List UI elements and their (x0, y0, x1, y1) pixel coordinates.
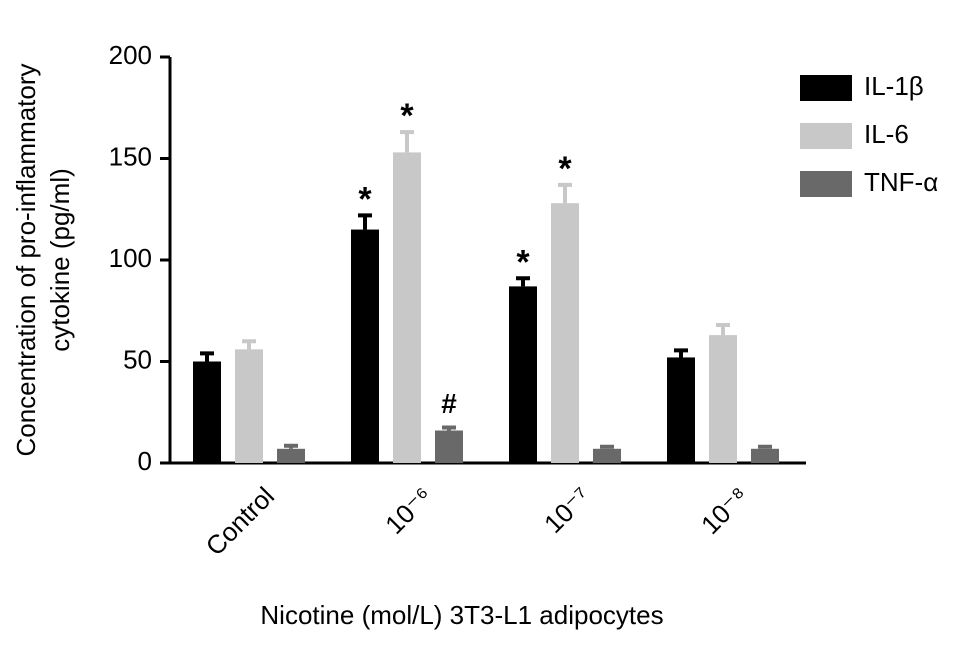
bar (593, 448, 621, 463)
error-bar (716, 322, 730, 336)
legend-swatch (800, 171, 852, 197)
y-tick-label: 100 (109, 243, 152, 273)
error-bar (442, 425, 456, 431)
error-bar (242, 339, 256, 350)
x-axis-title: Nicotine (mol/L) 3T3-L1 adipocytes (260, 600, 663, 630)
y-tick-label: 50 (123, 344, 152, 374)
bar (235, 349, 263, 463)
y-axis-title: cytokine (pg/ml) (45, 168, 75, 352)
significance-marker: * (358, 180, 372, 218)
bar (509, 286, 537, 463)
error-bar (200, 351, 214, 362)
error-bar (358, 213, 372, 230)
bar (277, 448, 305, 463)
error-bar (674, 348, 688, 358)
x-tick-label: 10⁻⁸ (695, 481, 754, 540)
legend-label: IL-6 (864, 119, 909, 149)
significance-marker: * (516, 243, 530, 281)
bar (435, 430, 463, 463)
legend-label: IL-1β (864, 71, 924, 101)
y-tick-label: 200 (109, 40, 152, 70)
error-bar (284, 443, 298, 449)
y-tick-label: 0 (138, 446, 152, 476)
error-bar (400, 130, 414, 153)
x-tick-label: Control (200, 481, 280, 561)
y-axis-title: Concentration of pro-inflammatory (11, 63, 41, 456)
legend-label: TNF-α (864, 167, 938, 197)
bar (751, 448, 779, 463)
x-tick-label: 10⁻⁶ (379, 481, 438, 540)
error-bar (758, 444, 772, 449)
bar (709, 335, 737, 463)
bar (393, 152, 421, 463)
bar (193, 361, 221, 463)
error-bar (558, 182, 572, 204)
significance-marker: * (558, 150, 572, 188)
bar (551, 203, 579, 463)
significance-marker: # (441, 388, 457, 419)
error-bar (516, 276, 530, 287)
legend-swatch (800, 123, 852, 149)
significance-marker: * (400, 97, 414, 135)
x-tick-label: 10⁻⁷ (538, 481, 596, 539)
bar (351, 229, 379, 463)
legend-swatch (800, 75, 852, 101)
error-bar (600, 444, 614, 449)
y-tick-label: 150 (109, 141, 152, 171)
bar (667, 357, 695, 463)
